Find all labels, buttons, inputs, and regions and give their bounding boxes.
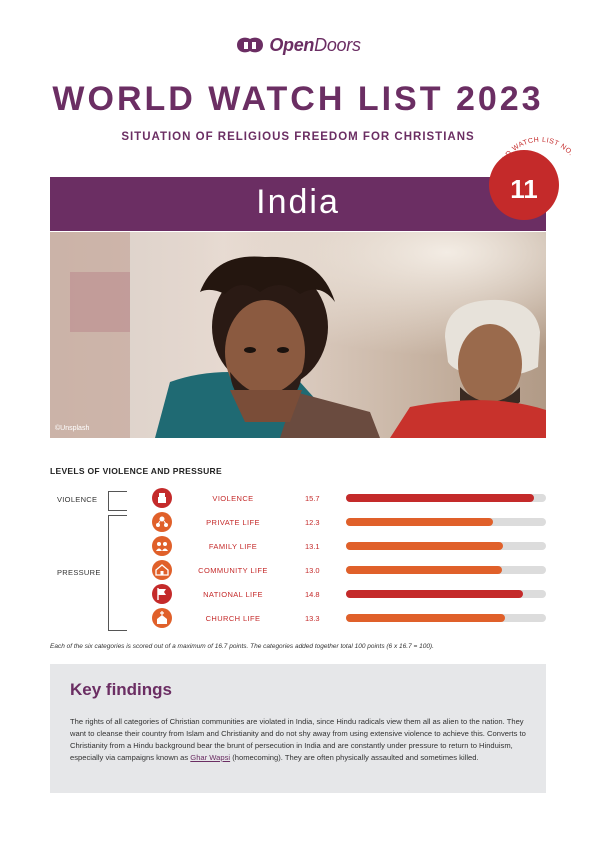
level-label: PRIVATE LIFE [206, 518, 260, 527]
community-icon [152, 560, 172, 580]
rank-number: 11 [510, 173, 538, 204]
level-row: PRIVATE LIFE 12.3 [0, 512, 596, 534]
level-row: CHURCH LIFE 13.3 [0, 608, 596, 630]
level-bar-fill [346, 590, 524, 598]
level-bar-fill [346, 518, 494, 526]
levels-heading: LEVELS OF VIOLENCE AND PRESSURE [50, 466, 222, 476]
logo-text: OpenDoors [269, 34, 361, 55]
level-score: 13.1 [305, 542, 320, 551]
page-subtitle: SITUATION OF RELIGIOUS FREEDOM FOR CHRIS… [121, 131, 475, 143]
level-bar-track [346, 614, 546, 622]
open-doors-logo: OpenDoors [0, 34, 596, 61]
photo-credit: ©Unsplash [55, 425, 90, 432]
level-score: 12.3 [305, 518, 320, 527]
level-score: 13.3 [305, 614, 320, 623]
level-bar-track [346, 494, 546, 502]
level-row: NATIONAL LIFE 14.8 [0, 584, 596, 606]
key-findings-title: Key findings [70, 680, 173, 699]
person-icon [152, 512, 172, 532]
level-label: CHURCH LIFE [205, 614, 261, 623]
level-label: FAMILY LIFE [208, 542, 258, 551]
level-row: FAMILY LIFE 13.1 [0, 536, 596, 558]
level-score: 14.8 [305, 590, 320, 599]
level-row: VIOLENCE 15.7 [0, 488, 596, 510]
level-label: VIOLENCE [212, 494, 254, 503]
level-bar-fill [346, 542, 503, 550]
group-label-violence: VIOLENCE [57, 495, 98, 504]
level-label: NATIONAL LIFE [203, 590, 263, 599]
level-bar-track [346, 566, 546, 574]
level-row: COMMUNITY LIFE 13.0 [0, 560, 596, 582]
level-bar-fill [346, 614, 506, 622]
key-findings-text: The rights of all categories of Christia… [70, 716, 530, 764]
pressure-bracket [108, 515, 127, 631]
scoring-note: Each of the six categories is scored out… [50, 643, 434, 650]
level-label: COMMUNITY LIFE [198, 566, 268, 575]
rank-badge: 11 [489, 150, 559, 220]
level-score: 13.0 [305, 566, 320, 575]
country-band [50, 177, 546, 231]
doors-logo-icon [237, 37, 264, 53]
country-name: India [256, 183, 340, 221]
church-icon [152, 608, 172, 628]
photo-illustration [50, 232, 546, 438]
ghar-wapsi-link[interactable]: Ghar Wapsi [190, 752, 231, 762]
level-bar-track [346, 590, 546, 598]
hero-photo [50, 232, 546, 438]
flag-icon [152, 584, 172, 604]
level-bar-track [346, 542, 546, 550]
page-title: WORLD WATCH LIST 2023 [52, 80, 544, 118]
level-bar-track [346, 518, 546, 526]
level-score: 15.7 [305, 494, 320, 503]
family-icon [152, 536, 172, 556]
group-label-pressure: PRESSURE [57, 568, 101, 577]
fist-icon [152, 488, 172, 508]
level-bar-fill [346, 494, 535, 502]
level-bar-fill [346, 566, 502, 574]
violence-bracket [108, 491, 127, 511]
key-findings-box [50, 664, 546, 793]
key-findings-text-part: The rights of all categories of Christia… [70, 717, 526, 762]
key-findings-text-end: (homecoming). They are often physically … [230, 752, 479, 762]
